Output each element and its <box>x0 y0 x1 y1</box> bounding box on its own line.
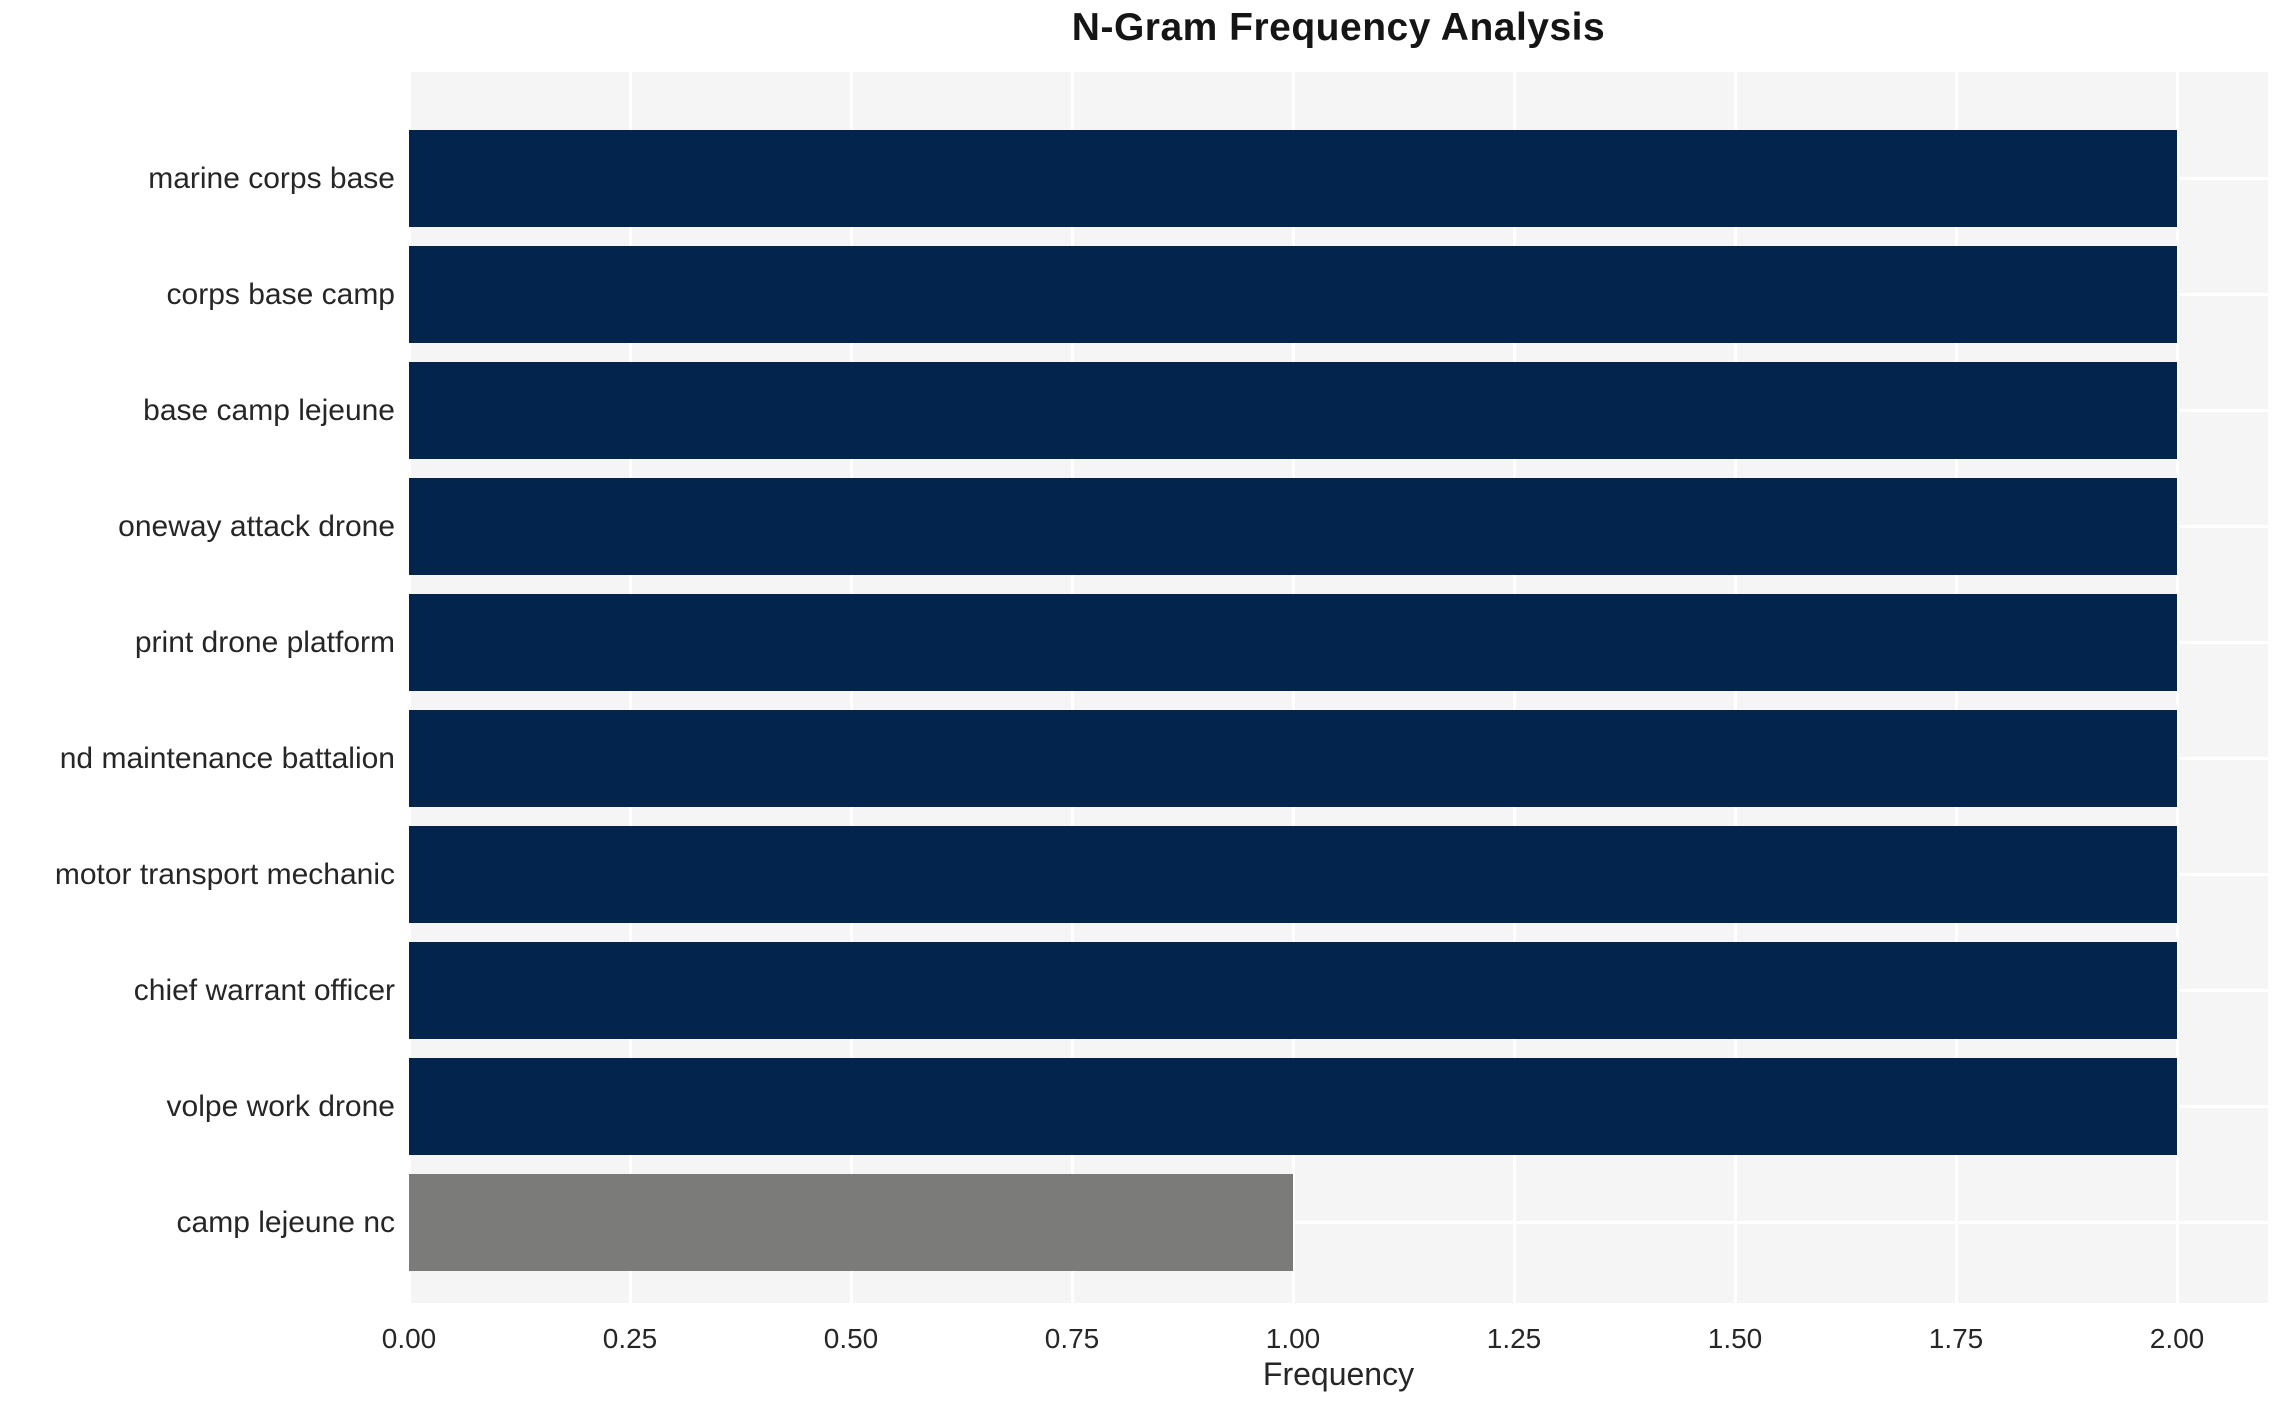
y-tick-label: volpe work drone <box>166 1089 395 1123</box>
y-tick-label: base camp lejeune <box>143 393 395 427</box>
bar <box>409 1058 2177 1155</box>
x-tick-label: 0.00 <box>381 1323 437 1354</box>
x-tick-label: 2.00 <box>2149 1323 2205 1354</box>
x-tick-label: 1.00 <box>1265 1323 1321 1354</box>
v-gridline <box>2175 72 2179 1303</box>
bar <box>409 826 2177 923</box>
h-gridline <box>409 1221 2268 1224</box>
x-tick-label: 0.75 <box>1044 1323 1100 1354</box>
bar <box>409 246 2177 343</box>
bar <box>409 594 2177 691</box>
chart-title: N-Gram Frequency Analysis <box>1071 6 1606 49</box>
y-tick-label: camp lejeune nc <box>176 1205 395 1239</box>
y-tick-label: print drone platform <box>134 625 395 659</box>
bar <box>409 942 2177 1039</box>
y-tick-label: oneway attack drone <box>118 509 395 543</box>
y-tick-label: chief warrant officer <box>133 973 395 1007</box>
bar <box>409 710 2177 807</box>
plot-area <box>407 72 2268 1303</box>
x-tick-label: 1.25 <box>1486 1323 1542 1354</box>
x-tick-label: 1.50 <box>1707 1323 1763 1354</box>
bar <box>409 1174 1293 1271</box>
x-axis-label: Frequency <box>1262 1356 1415 1392</box>
bar <box>409 362 2177 459</box>
x-tick-label: 0.25 <box>602 1323 658 1354</box>
y-tick-label: nd maintenance battalion <box>59 741 395 775</box>
y-tick-label: marine corps base <box>148 161 395 195</box>
y-tick-label: motor transport mechanic <box>54 857 395 891</box>
x-tick-label: 1.75 <box>1928 1323 1984 1354</box>
bar <box>409 478 2177 575</box>
bar <box>409 130 2177 227</box>
y-tick-label: corps base camp <box>166 277 395 311</box>
x-tick-label: 0.50 <box>823 1323 879 1354</box>
